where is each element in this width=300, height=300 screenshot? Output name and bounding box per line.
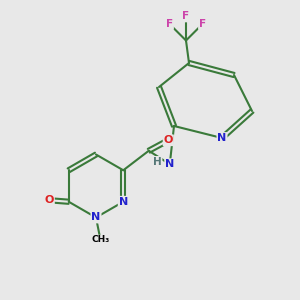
- Text: N: N: [119, 197, 128, 207]
- Text: H: H: [153, 157, 162, 167]
- Text: F: F: [182, 11, 190, 22]
- Text: N: N: [165, 159, 174, 169]
- Text: CH₃: CH₃: [92, 236, 110, 244]
- Text: N: N: [92, 212, 100, 223]
- Text: O: O: [164, 135, 173, 145]
- Text: F: F: [166, 19, 173, 29]
- Text: O: O: [44, 195, 54, 205]
- Text: N: N: [218, 133, 226, 143]
- Text: F: F: [199, 19, 206, 29]
